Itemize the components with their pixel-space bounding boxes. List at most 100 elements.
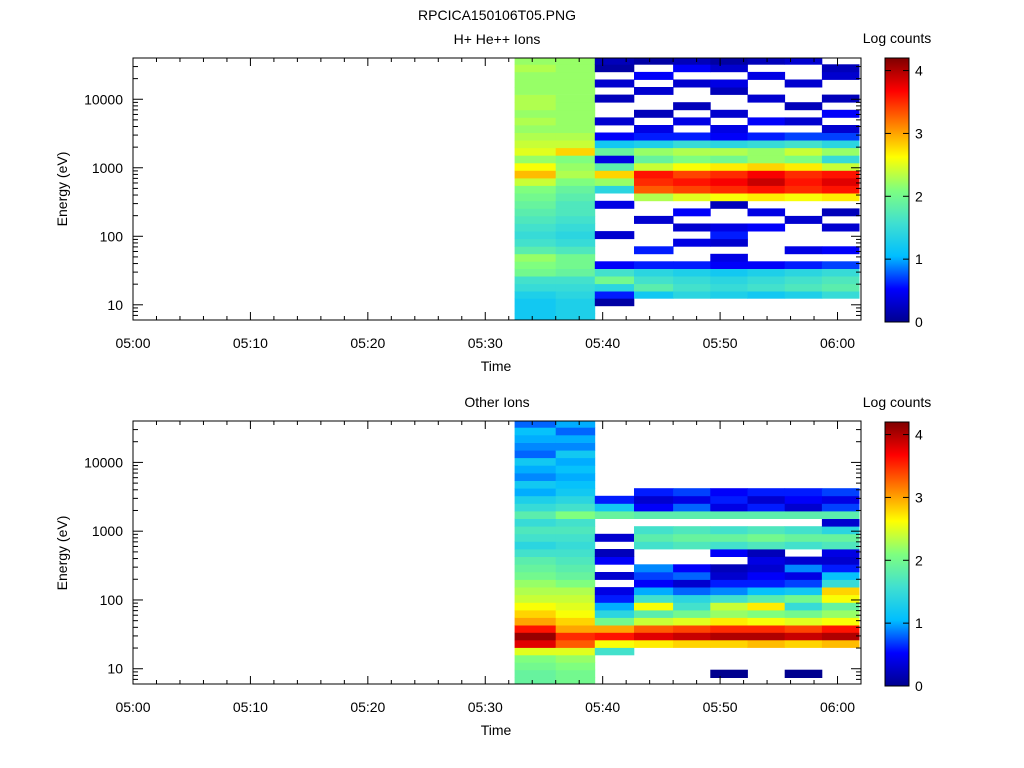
heatmap-cell (555, 579, 596, 588)
heatmap-cell (821, 587, 860, 596)
heatmap-cell (514, 587, 557, 596)
heatmap-cell (747, 610, 786, 618)
heatmap-cell (784, 276, 823, 285)
heatmap-cell (784, 283, 823, 292)
x-tick-label: 05:30 (468, 335, 503, 351)
heatmap-cell (747, 625, 786, 633)
heatmap-cell (555, 427, 596, 436)
heatmap-cell (514, 231, 557, 240)
heatmap-cell (594, 117, 635, 126)
heatmap-cell (821, 518, 860, 527)
heatmap-cell (747, 639, 786, 648)
heatmap-cell (634, 511, 674, 519)
heatmap-cell (514, 193, 557, 202)
y-tick-label: 10 (107, 661, 123, 677)
colorbar-tick-label: 2 (915, 552, 923, 568)
heatmap-cell (634, 283, 674, 292)
x-tick-label: 05:00 (115, 335, 150, 351)
x-tick-label: 06:00 (820, 335, 855, 351)
heatmap-cell (514, 421, 557, 428)
heatmap-cell (514, 572, 557, 580)
heatmap-cell (594, 291, 635, 299)
heatmap-cell (673, 526, 711, 535)
heatmap-cell (594, 178, 635, 186)
heatmap-cell (514, 246, 557, 255)
heatmap-cell (747, 564, 786, 573)
heatmap-cell (710, 283, 748, 292)
heatmap-cell (514, 268, 557, 277)
heatmap-cell (784, 79, 823, 88)
heatmap-cell (747, 276, 786, 285)
heatmap-cell (555, 291, 596, 299)
heatmap-cell (634, 291, 674, 299)
heatmap-cell (784, 193, 823, 202)
heatmap-cell (555, 64, 596, 73)
heatmap-cell (821, 193, 860, 202)
heatmap-cell (710, 594, 748, 603)
heatmap-cell (634, 132, 674, 141)
heatmap-cell (710, 253, 748, 262)
heatmap-cell (555, 549, 596, 557)
heatmap-cell (594, 511, 635, 519)
heatmap-cell (555, 564, 596, 573)
heatmap-cell (514, 223, 557, 232)
heatmap-cell (555, 58, 596, 65)
heatmap-cell (784, 102, 823, 111)
heatmap-cell (710, 140, 748, 149)
heatmap-cell (634, 541, 674, 550)
heatmap-cell (514, 102, 557, 111)
heatmap-cell (634, 268, 674, 277)
heatmap-cell (747, 223, 786, 232)
heatmap-cells (514, 58, 860, 321)
heatmap-cell (784, 610, 823, 618)
heatmap-cell (555, 541, 596, 550)
heatmap-cell (514, 579, 557, 588)
heatmap-cell (514, 556, 557, 565)
colorbar-ticks: 0 1 2 3 4 (885, 427, 923, 694)
heatmap-cell (784, 58, 823, 65)
figure-title: RPCICA150106T05.PNG (418, 7, 576, 23)
heatmap-cell (555, 253, 596, 262)
x-tick-label: 06:00 (820, 699, 855, 715)
heatmap-cell (594, 594, 635, 603)
heatmap-cell (673, 185, 711, 194)
heatmap-cell (821, 185, 860, 194)
heatmap-cell (555, 117, 596, 126)
heatmap-cell (673, 162, 711, 171)
heatmap-cells (514, 421, 860, 685)
x-tick-label: 05:40 (585, 335, 620, 351)
heatmap-cell (747, 503, 786, 512)
x-axis-label: Time (481, 722, 512, 738)
heatmap-cell (514, 71, 557, 80)
heatmap-cell (514, 503, 557, 512)
heatmap-cell (710, 572, 748, 580)
heatmap-cell (784, 594, 823, 603)
heatmap-cell (555, 473, 596, 481)
heatmap-cell (747, 579, 786, 588)
heatmap-cell (821, 208, 860, 217)
heatmap-cell (784, 132, 823, 141)
heatmap-cell (784, 639, 823, 648)
heatmap-cell (514, 602, 557, 611)
heatmap-cell (594, 58, 635, 65)
x-tick-label: 05:10 (233, 335, 268, 351)
heatmap-cell (514, 170, 557, 179)
heatmap-cell (821, 541, 860, 550)
heatmap-cell (673, 147, 711, 156)
x-tick-label: 05:40 (585, 699, 620, 715)
heatmap-cell (514, 442, 557, 451)
heatmap-cell (555, 215, 596, 224)
heatmap-cell (555, 200, 596, 209)
heatmap-cell (747, 132, 786, 141)
heatmap-cell (673, 261, 711, 269)
heatmap-cell (555, 162, 596, 171)
heatmap-cell (514, 594, 557, 603)
heatmap-cell (784, 511, 823, 519)
heatmap-cell (747, 94, 786, 103)
heatmap-cell (673, 276, 711, 285)
y-tick-label: 100 (100, 228, 124, 244)
heatmap-cell (821, 170, 860, 179)
heatmap-cell (747, 488, 786, 497)
heatmap-cell (555, 79, 596, 88)
